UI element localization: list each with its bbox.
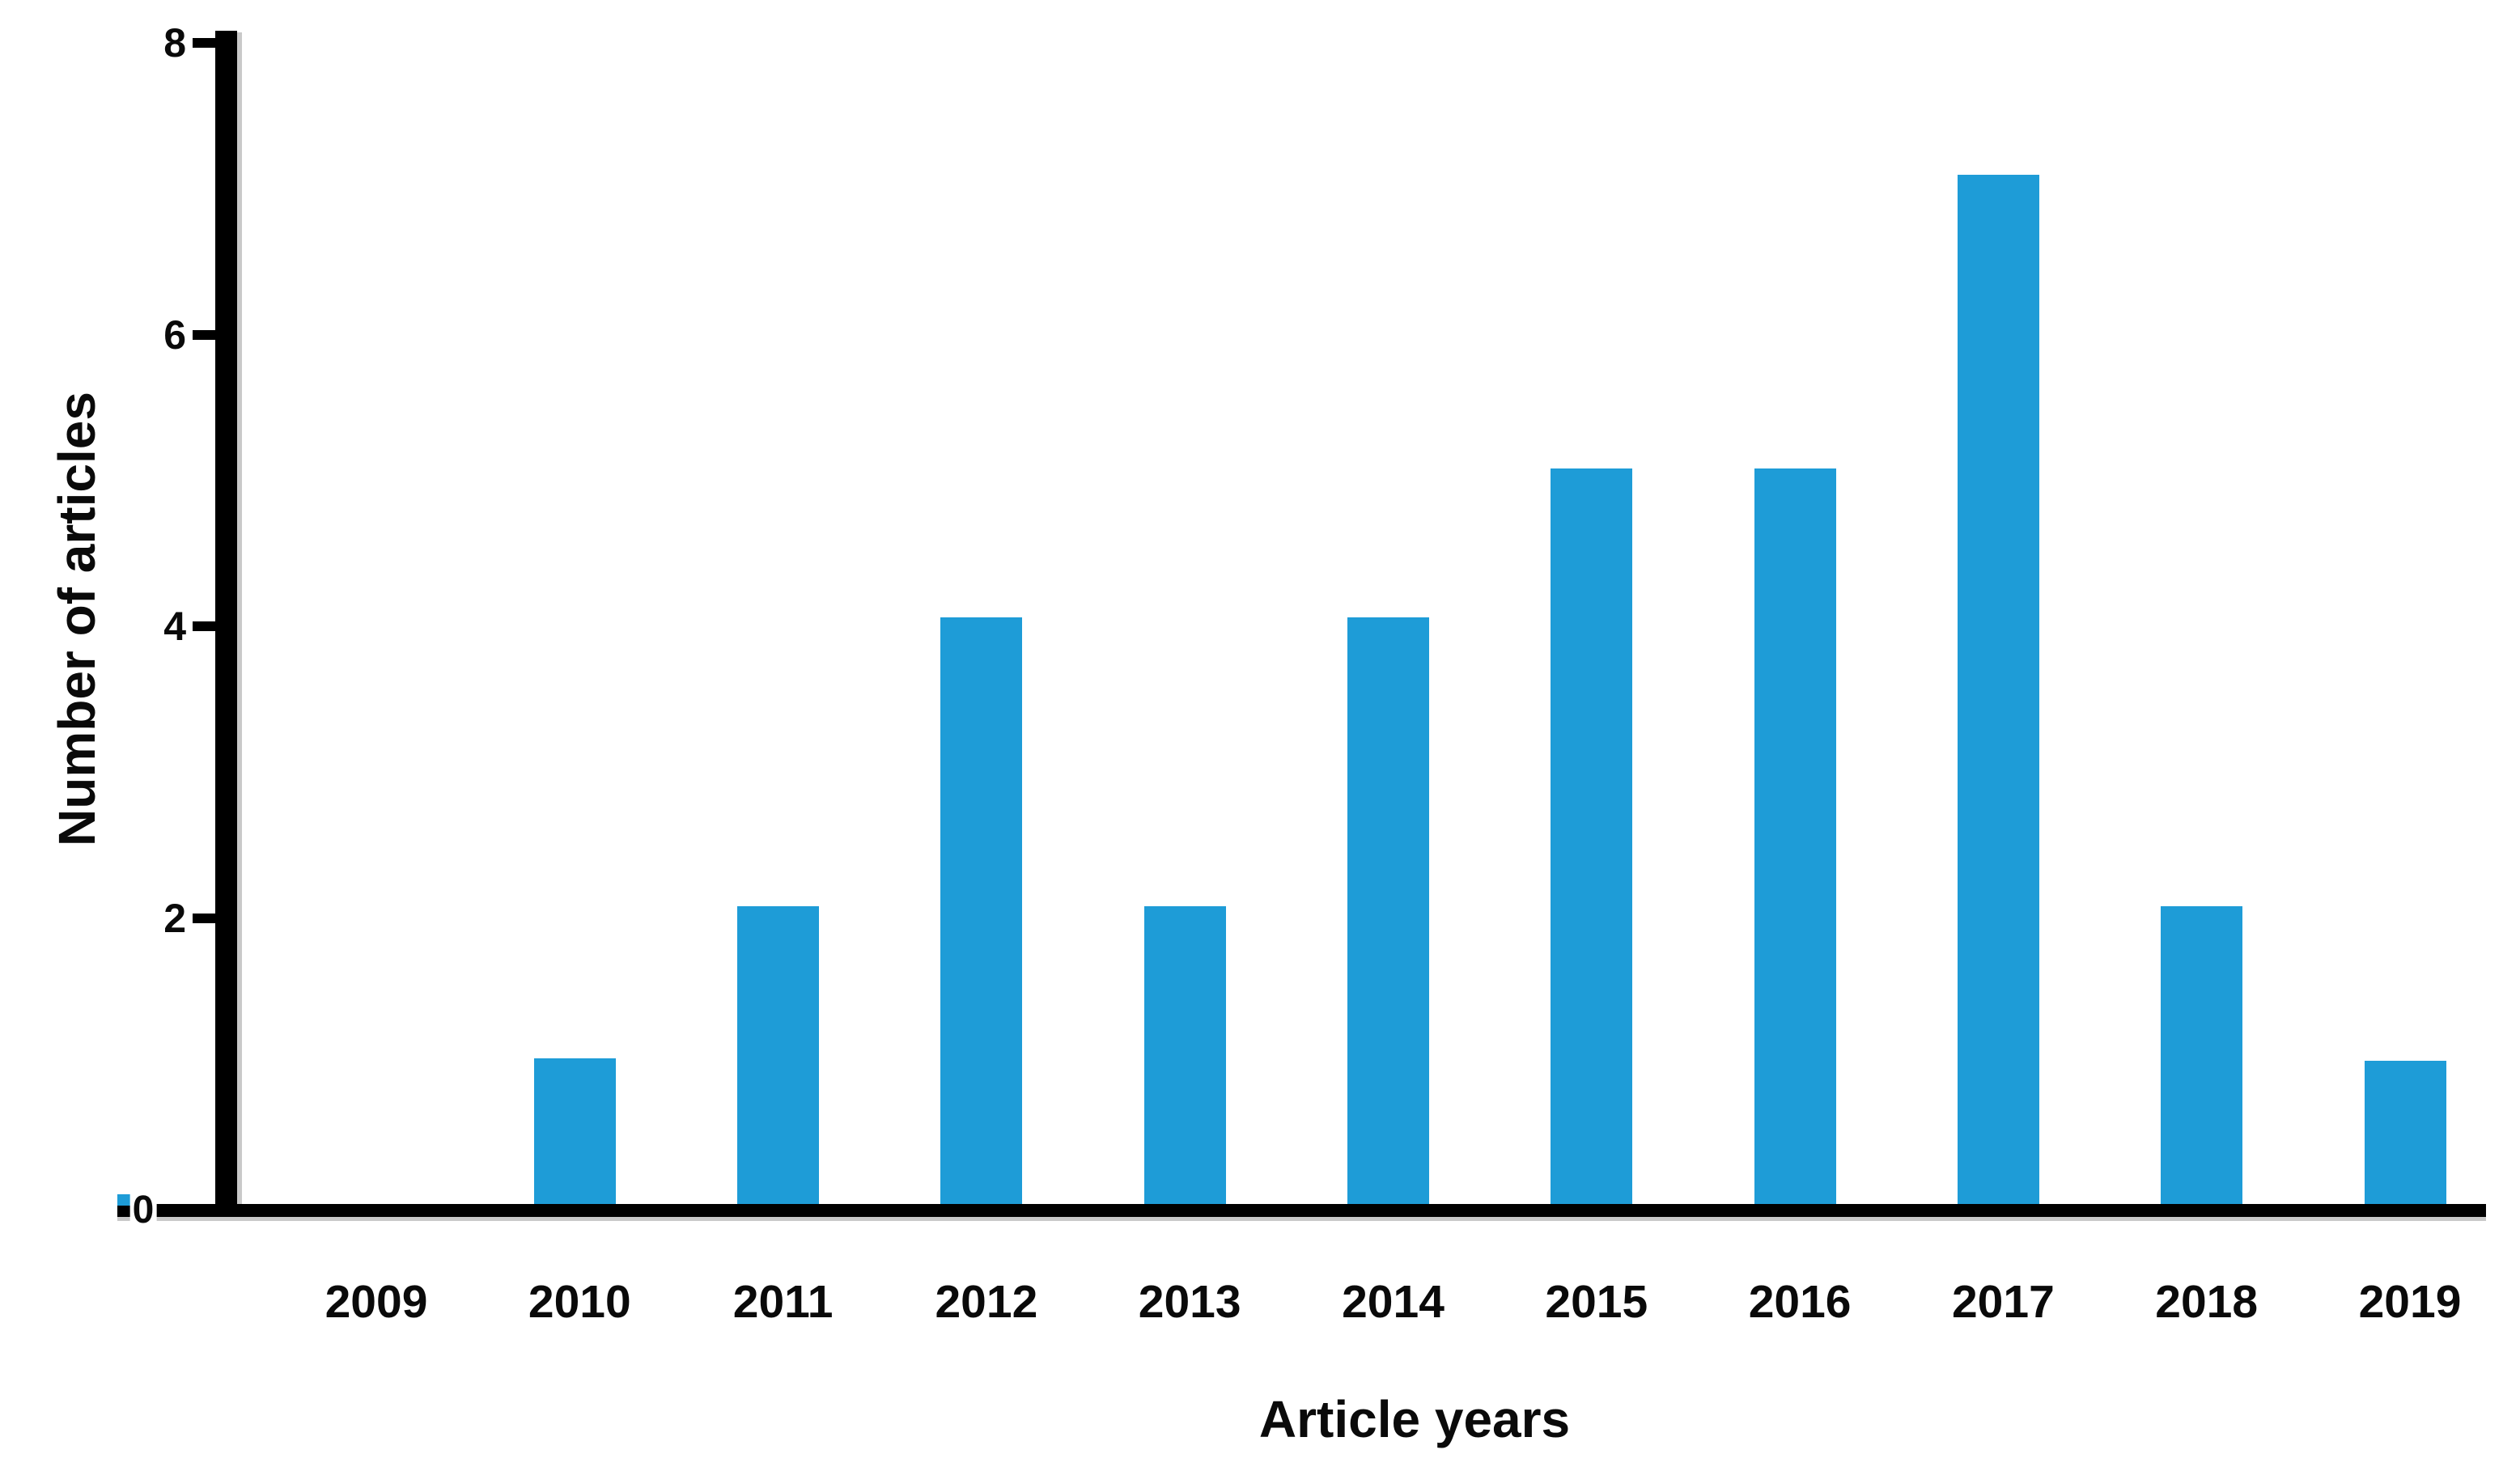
bar-2012 xyxy=(940,617,1022,1204)
x-tick-label-2016: 2016 xyxy=(1748,1276,1852,1328)
x-tick-label-2009: 2009 xyxy=(325,1276,428,1328)
bar-2017 xyxy=(1958,175,2039,1204)
x-axis-line xyxy=(117,1204,2486,1217)
y-tick-mark-4 xyxy=(193,621,215,632)
bar-2019 xyxy=(2365,1061,2446,1204)
y-axis-title: Number of articles xyxy=(48,392,106,846)
x-tick-label-2015: 2015 xyxy=(1545,1276,1648,1328)
bar-2015 xyxy=(1551,468,1632,1204)
x-tick-label-2018: 2018 xyxy=(2155,1276,2259,1328)
x-tick-label-2014: 2014 xyxy=(1342,1276,1445,1328)
y-tick-mark-8 xyxy=(193,37,215,48)
y-tick-label-8: 8 xyxy=(163,19,186,66)
bar-2011 xyxy=(737,906,819,1204)
x-tick-label-2019: 2019 xyxy=(2358,1276,2462,1328)
x-tick-label-2011: 2011 xyxy=(732,1276,834,1328)
bar-2013 xyxy=(1144,906,1226,1204)
x-tick-label-2017: 2017 xyxy=(1951,1276,2055,1328)
y-tick-label-4: 4 xyxy=(163,604,186,650)
bar-2014 xyxy=(1347,617,1429,1204)
y-tick-mark-2 xyxy=(193,914,215,924)
x-tick-label-2012: 2012 xyxy=(935,1276,1038,1328)
y-tick-label-0: 0 xyxy=(129,1191,157,1230)
y-tick-mark-6 xyxy=(193,329,215,340)
y-axis-line xyxy=(215,31,237,1217)
bar-2010 xyxy=(534,1058,616,1204)
y-tick-label-6: 6 xyxy=(163,312,186,358)
x-tick-label-2013: 2013 xyxy=(1138,1276,1241,1328)
y-tick-label-2: 2 xyxy=(163,896,186,942)
bar-2016 xyxy=(1754,468,1836,1204)
bar-2018 xyxy=(2161,906,2242,1204)
x-tick-label-2010: 2010 xyxy=(528,1276,631,1328)
x-axis-title: Article years xyxy=(1258,1390,1571,1448)
